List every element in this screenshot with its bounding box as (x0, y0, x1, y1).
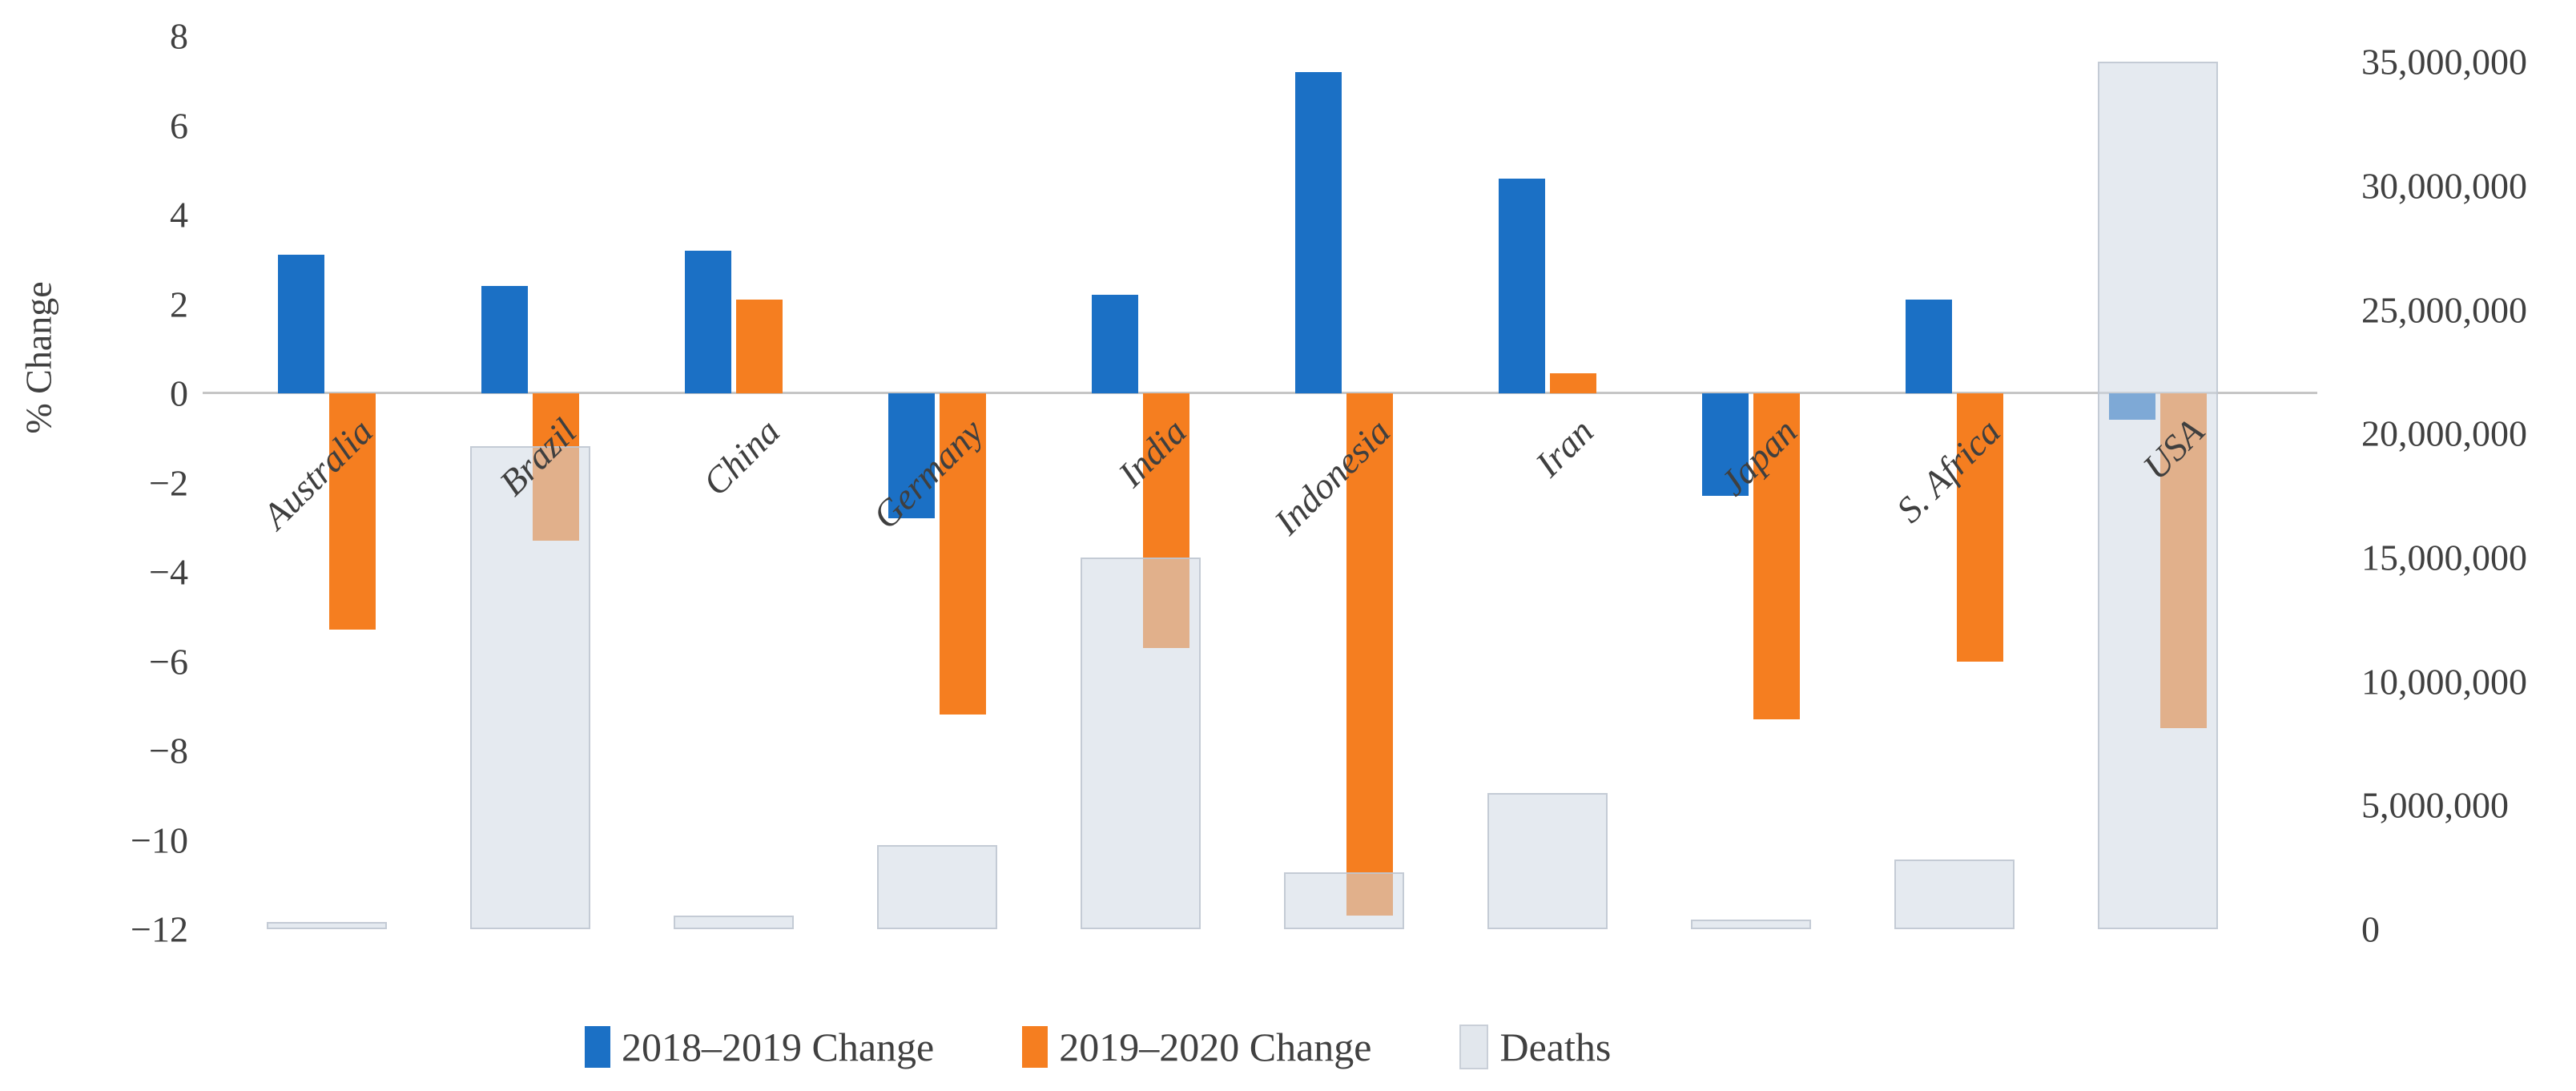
bar-deaths-usa (2098, 62, 2218, 929)
legend-label: 2018–2019 Change (622, 1025, 935, 1069)
bar-2019-2020-change-china (736, 299, 783, 393)
x-axis-line (203, 392, 2317, 394)
legend-label: 2019–2020 Change (1059, 1025, 1372, 1069)
legend-swatch-2019-2020-change (1022, 1026, 1049, 1068)
bar-2018-2019-change-s-africa (1906, 299, 1952, 393)
bar-2018-2019-change-japan (1702, 393, 1749, 497)
legend-swatch-2018-2019-change (585, 1026, 610, 1068)
bar-2019-2020-change-iran (1550, 372, 1596, 393)
bar-2018-2019-change-australia (278, 255, 324, 393)
legend-item-deaths: Deaths (1459, 1024, 1611, 1070)
left-axis-tick-label: −2 (149, 462, 188, 503)
left-axis-tick-label: 0 (170, 372, 188, 414)
category-label-china: China (694, 410, 787, 504)
right-axis-tick-label: 25,000,000 (2361, 289, 2527, 330)
bar-deaths-australia (267, 921, 387, 929)
category-label-iran: Iran (1527, 410, 1601, 485)
right-axis-tick-label: 0 (2361, 908, 2380, 950)
left-axis-tick-label: −8 (149, 730, 188, 771)
bar-2018-2019-change-brazil (481, 286, 528, 393)
left-axis-tick-label: −4 (149, 551, 188, 593)
bar-deaths-germany (877, 844, 997, 929)
bar-deaths-iran (1487, 792, 1608, 929)
bar-deaths-indonesia (1284, 872, 1404, 929)
bar-deaths-japan (1691, 919, 1811, 929)
right-axis-tick-label: 30,000,000 (2361, 165, 2527, 207)
right-axis-tick-label: 35,000,000 (2361, 41, 2527, 83)
legend-item-2019-2020-change: 2019–2020 Change (1022, 1024, 1371, 1070)
legend-label: Deaths (1499, 1025, 1612, 1069)
bar-2018-2019-change-germany (888, 393, 935, 519)
bar-deaths-brazil (470, 445, 590, 929)
bar-2018-2019-change-iran (1499, 179, 1545, 393)
right-axis-tick-label: 5,000,000 (2361, 784, 2509, 826)
left-axis-tick-label: −6 (149, 641, 188, 682)
legend-swatch-deaths (1459, 1025, 1489, 1069)
bar-2018-2019-change-indonesia (1295, 71, 1342, 393)
left-axis-tick-label: 4 (170, 194, 188, 236)
bar-2019-2020-change-australia (329, 393, 376, 630)
left-axis-tick-label: −12 (131, 908, 188, 950)
right-axis-tick-label: 10,000,000 (2361, 661, 2527, 703)
right-axis-tick-label: 15,000,000 (2361, 537, 2527, 578)
left-axis-tick-label: 6 (170, 105, 188, 146)
left-axis-tick-label: 2 (170, 284, 188, 324)
bar-2019-2020-change-s-africa (1957, 393, 2003, 662)
bar-deaths-s-africa (1894, 860, 2015, 929)
bar-2018-2019-change-china (685, 250, 731, 393)
bar-2019-2020-change-japan (1753, 393, 1800, 719)
right-axis-tick-label: 20,000,000 (2361, 413, 2527, 454)
bar-2019-2020-change-indonesia (1346, 393, 1393, 916)
bar-deaths-india (1081, 557, 1201, 929)
bar-2019-2020-change-germany (940, 393, 986, 715)
legend: 2018–2019 Change 2019–2020 Change Deaths (585, 1024, 1611, 1070)
legend-item-2018-2019-change: 2018–2019 Change (585, 1024, 934, 1070)
left-axis-tick-label: −10 (131, 819, 188, 860)
bar-deaths-china (674, 915, 794, 929)
left-axis-tick-label: 8 (170, 15, 188, 57)
bar-2018-2019-change-india (1092, 295, 1138, 393)
